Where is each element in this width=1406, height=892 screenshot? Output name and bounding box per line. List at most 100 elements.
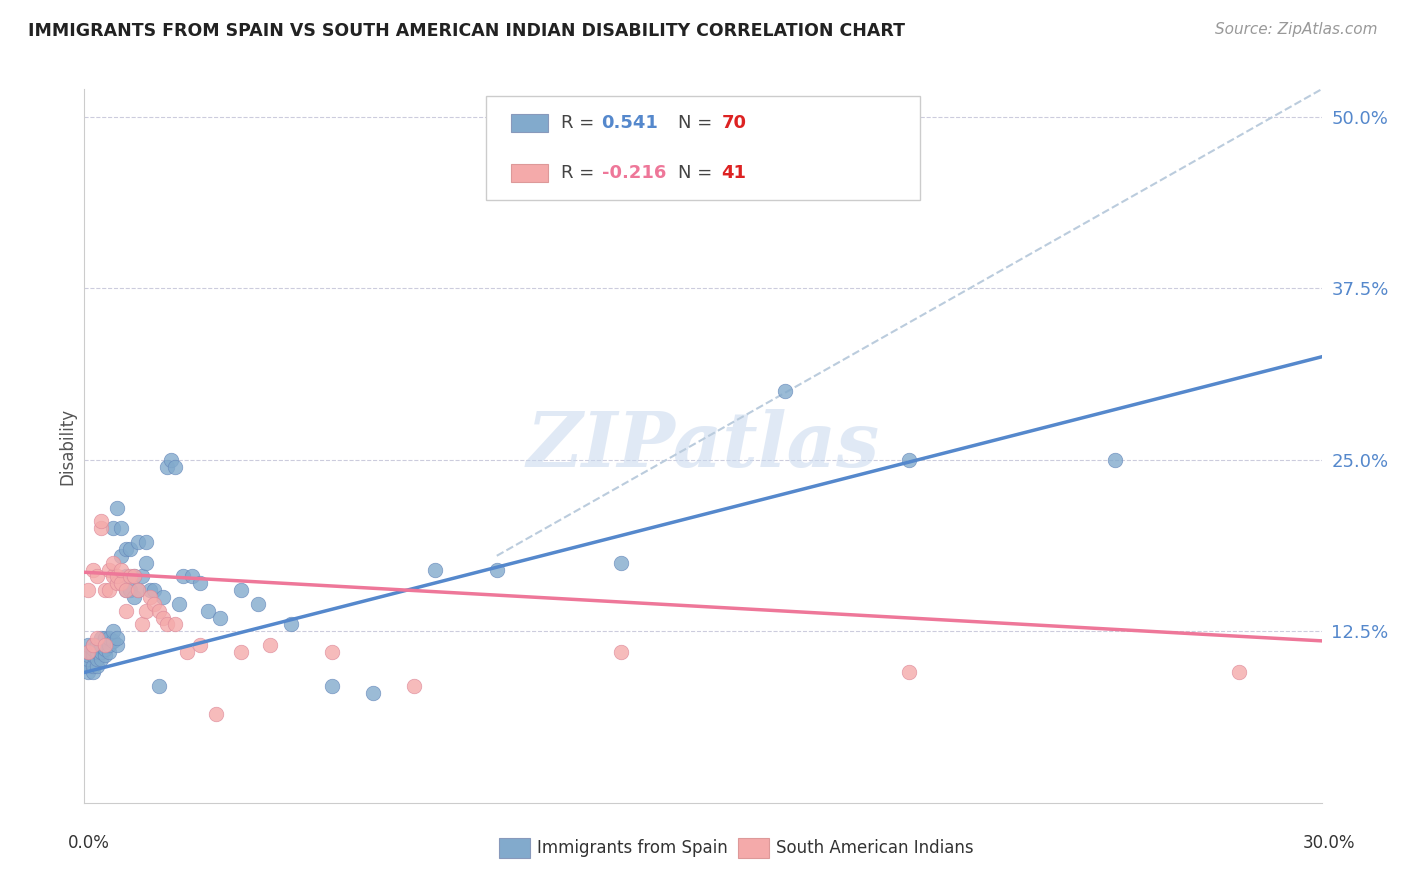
Point xyxy=(259,638,281,652)
Point xyxy=(77,638,100,652)
Text: ZIPatlas: ZIPatlas xyxy=(526,409,880,483)
Text: N =: N = xyxy=(678,114,713,132)
Point xyxy=(86,638,108,652)
Y-axis label: Disability: Disability xyxy=(58,408,76,484)
Point xyxy=(143,583,166,598)
Point xyxy=(82,638,104,652)
Point xyxy=(127,535,149,549)
Point xyxy=(105,569,128,583)
Point xyxy=(77,658,100,673)
Text: Immigrants from Spain: Immigrants from Spain xyxy=(537,839,728,857)
Point xyxy=(180,569,202,583)
Point xyxy=(77,583,100,598)
Point xyxy=(156,459,179,474)
Point xyxy=(110,521,132,535)
Point xyxy=(135,604,157,618)
Point xyxy=(229,583,252,598)
Point xyxy=(98,583,121,598)
Point xyxy=(86,631,108,645)
Point xyxy=(148,679,170,693)
Point xyxy=(118,583,141,598)
Point xyxy=(1104,452,1126,467)
Point xyxy=(1227,665,1250,680)
Text: 30.0%: 30.0% xyxy=(1302,834,1355,852)
Point xyxy=(86,658,108,673)
Point xyxy=(176,645,198,659)
Text: N =: N = xyxy=(678,164,713,182)
Point xyxy=(160,452,183,467)
Point xyxy=(152,610,174,624)
Point xyxy=(114,541,136,556)
Point xyxy=(165,459,187,474)
Point xyxy=(82,648,104,662)
Point xyxy=(90,638,112,652)
Point xyxy=(197,604,219,618)
Point xyxy=(86,645,108,659)
Point xyxy=(77,645,100,659)
Point xyxy=(321,645,343,659)
Text: 0.541: 0.541 xyxy=(602,114,658,132)
Text: R =: R = xyxy=(561,114,593,132)
Point xyxy=(90,631,112,645)
Point xyxy=(209,610,232,624)
Point xyxy=(103,624,125,639)
Point xyxy=(103,569,125,583)
Point xyxy=(94,631,117,645)
Point xyxy=(98,645,121,659)
Point xyxy=(172,569,194,583)
Point xyxy=(156,617,179,632)
Point xyxy=(103,521,125,535)
Point xyxy=(118,541,141,556)
Point xyxy=(94,638,117,652)
Point xyxy=(114,583,136,598)
Point xyxy=(110,549,132,563)
Point xyxy=(110,562,132,576)
Point xyxy=(127,583,149,598)
Point xyxy=(90,645,112,659)
Point xyxy=(103,556,125,570)
Point xyxy=(131,569,153,583)
Point xyxy=(94,583,117,598)
Point xyxy=(143,597,166,611)
FancyBboxPatch shape xyxy=(512,114,548,132)
Point xyxy=(898,665,921,680)
Text: IMMIGRANTS FROM SPAIN VS SOUTH AMERICAN INDIAN DISABILITY CORRELATION CHART: IMMIGRANTS FROM SPAIN VS SOUTH AMERICAN … xyxy=(28,22,905,40)
Text: 41: 41 xyxy=(721,164,747,182)
Point xyxy=(105,631,128,645)
Point xyxy=(105,500,128,515)
Point xyxy=(82,642,104,657)
Text: -0.216: -0.216 xyxy=(602,164,666,182)
Point xyxy=(229,645,252,659)
Point xyxy=(82,665,104,680)
Point xyxy=(94,642,117,657)
Point xyxy=(114,604,136,618)
Point xyxy=(139,583,162,598)
Point xyxy=(98,562,121,576)
Point xyxy=(775,384,797,398)
FancyBboxPatch shape xyxy=(486,96,920,200)
Point xyxy=(122,590,145,604)
Point xyxy=(90,515,112,529)
Text: R =: R = xyxy=(561,164,593,182)
Text: 0.0%: 0.0% xyxy=(67,834,110,852)
Point xyxy=(122,569,145,583)
Point xyxy=(90,651,112,665)
Point xyxy=(82,638,104,652)
Point xyxy=(135,556,157,570)
Point xyxy=(423,562,446,576)
Point xyxy=(98,638,121,652)
Point xyxy=(114,569,136,583)
Point xyxy=(77,645,100,659)
Text: South American Indians: South American Indians xyxy=(776,839,974,857)
Point xyxy=(404,679,426,693)
Point xyxy=(86,569,108,583)
Point xyxy=(280,617,302,632)
Point xyxy=(86,651,108,665)
Point xyxy=(205,706,228,721)
Point xyxy=(114,583,136,598)
Point xyxy=(118,569,141,583)
Text: 70: 70 xyxy=(721,114,747,132)
Point xyxy=(609,645,631,659)
Point xyxy=(898,452,921,467)
Point xyxy=(148,604,170,618)
